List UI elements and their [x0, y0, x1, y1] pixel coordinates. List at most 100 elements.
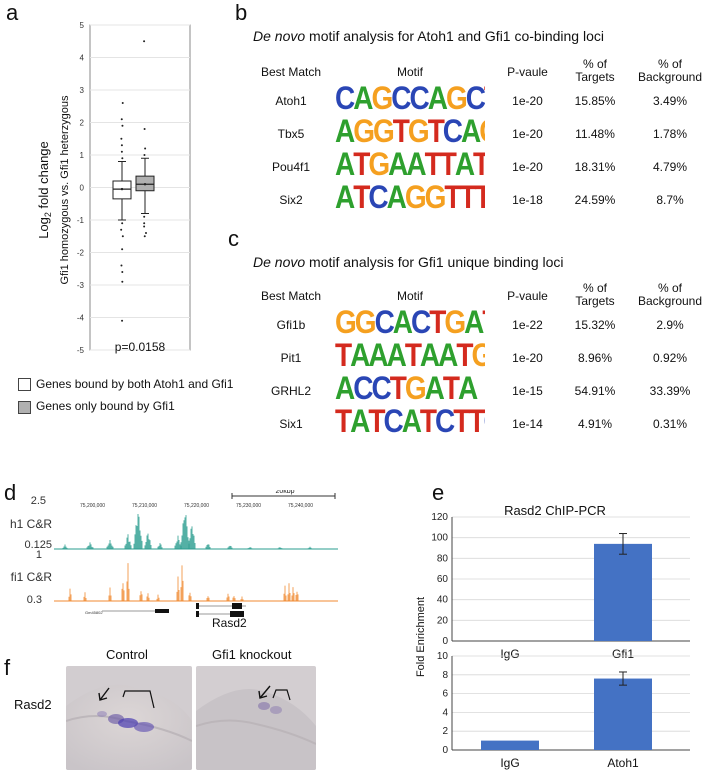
table-row: GRHL2 ACCTGATA 1e-15 54.91% 33.39%	[260, 376, 700, 406]
y-tick-label: -2	[77, 249, 85, 258]
header-targets: % of Targets	[565, 282, 625, 308]
motif-letter: T	[428, 113, 443, 150]
outlier-point	[121, 281, 123, 283]
best-match: Atoh1	[260, 94, 322, 108]
gfi1-min: 0.3	[27, 594, 42, 606]
pct-background: 3.49%	[635, 94, 705, 108]
motif-letter: A	[461, 113, 479, 150]
y-tick-label: 0	[442, 636, 448, 647]
motif-letter: T	[429, 304, 444, 341]
panel-b-title-italic: De novo	[253, 28, 305, 44]
motif-letter: T	[473, 146, 485, 183]
best-match: Pou4f1	[260, 160, 322, 174]
atoh1-max: 2.5	[31, 495, 46, 507]
motif-letter: C	[335, 80, 353, 117]
outlier-point	[121, 157, 123, 159]
gene-small-label: Gm45802	[85, 610, 103, 615]
gfi1-max: 1	[36, 549, 42, 561]
motif-letter: T	[425, 146, 440, 183]
header-best-match: Best Match	[260, 290, 322, 303]
y-tick-label: 20	[437, 615, 449, 626]
motif-letter: C	[368, 179, 386, 216]
table-row: Six2ATCAGGTTTC1e-1824.59%8.7%	[260, 185, 700, 215]
y-tick-label: -4	[77, 314, 85, 323]
motif-letter: A	[402, 403, 420, 440]
x-category-label: Atoh1	[607, 756, 639, 770]
ylabel-fold-enrichment: Fold Enrichment	[415, 597, 427, 677]
motif-letter: T	[475, 179, 485, 216]
motif-letter: T	[456, 337, 471, 374]
motif-letter: C	[383, 403, 401, 440]
motif-letter: C	[375, 304, 393, 341]
pvalue: 1e-20	[500, 127, 555, 141]
motif-letter: A	[368, 337, 386, 374]
legend: Genes bound by both Atoh1 and Gfi1 Genes…	[18, 377, 233, 414]
legend-item-gfi1: Genes only bound by Gfi1	[18, 399, 233, 413]
motif-letter: A	[387, 337, 405, 374]
legend-label-gfi1: Genes only bound by Gfi1	[36, 399, 175, 413]
outlier-point	[120, 138, 122, 140]
motif-letter: A	[350, 403, 368, 440]
table-row: Six1TATCATCTTCCC1e-144.91%0.31%	[260, 409, 700, 439]
motif-letter: T	[482, 304, 485, 341]
motif-letter: T	[335, 403, 350, 440]
pct-targets: 11.48%	[565, 127, 625, 141]
motif-letter: G	[405, 370, 425, 407]
pvalue: 1e-18	[500, 193, 555, 207]
boxplot-chart: -5-4-3-2-1012345 Log2 fold change Gfi1 h…	[20, 15, 220, 375]
y-tick-label: 4	[80, 54, 85, 63]
coord-4: 75,230,000	[236, 503, 261, 509]
scale-label: 20kbp	[275, 490, 294, 495]
motif-letter: T	[453, 403, 468, 440]
motif-letter: A	[458, 370, 476, 407]
mean-marker	[144, 183, 146, 185]
pct-targets: 54.91%	[565, 384, 625, 398]
x-category-label: IgG	[500, 647, 519, 661]
panel-b-table: Best Match Motif P-vaule % of Targets % o…	[260, 58, 700, 218]
motif-letter: T	[393, 113, 408, 150]
motif-logo: ATGAATTATTCA	[335, 146, 485, 183]
table-row: Gfi1bGGCACTGATT1e-2215.32%2.9%	[260, 310, 700, 340]
header-targets: % of Targets	[565, 58, 625, 84]
pvalue: 1e-22	[500, 318, 555, 332]
motif-logo: TAAATAATGCAT	[335, 337, 485, 374]
motif-letter: T	[484, 80, 485, 117]
motif-letter: T	[390, 370, 405, 407]
motif-letter: C	[411, 304, 429, 341]
pct-targets: 24.59%	[565, 193, 625, 207]
outlier-point	[143, 154, 145, 156]
genome-browser-tracks: 20kbp 75,200,000 75,210,000 75,220,000 7…	[10, 490, 340, 630]
motif-letter: A	[388, 146, 406, 183]
y-tick-label: 4	[442, 707, 448, 718]
header-pvalue: P-vaule	[500, 290, 555, 303]
outlier-point	[144, 128, 146, 130]
y-tick-label: 60	[437, 574, 449, 585]
y-tick-label: 3	[80, 86, 85, 95]
panel-c-title: De novo motif analysis for Gfi1 unique b…	[253, 254, 564, 270]
motif-letter: A	[455, 146, 473, 183]
pct-background: 4.79%	[635, 160, 705, 174]
pct-targets: 18.31%	[565, 160, 625, 174]
chip-pcr-title: Rasd2 ChIP-PCR	[504, 503, 606, 518]
table-row: Atoh1CAGCCAGCTGGC1e-2015.85%3.49%	[260, 86, 700, 116]
motif-letter: T	[335, 337, 350, 374]
legend-label-both: Genes bound by both Atoh1 and Gfi1	[36, 377, 233, 391]
motif-letter: A	[425, 370, 443, 407]
outlier-point	[145, 232, 147, 234]
label-knockout: Gfi1 knockout	[212, 647, 292, 662]
legend-swatch-gray	[18, 401, 31, 414]
y-tick-label: 8	[442, 670, 448, 681]
motif-letter: G	[446, 80, 466, 117]
best-match: Six1	[260, 417, 322, 431]
outlier-point	[120, 229, 122, 231]
motif-letter: G	[408, 113, 428, 150]
panel-b-title: De novo motif analysis for Atoh1 and Gfi…	[253, 28, 604, 44]
y-tick-label: 80	[437, 553, 449, 564]
gene-model-1-exon	[155, 609, 169, 613]
best-match: Gfi1b	[260, 318, 322, 332]
motif-letter: A	[406, 146, 424, 183]
outlier-point	[121, 222, 123, 224]
panel-letter-b: b	[235, 0, 247, 26]
motif-letter: G	[425, 179, 445, 216]
motif-letter: G	[355, 304, 375, 341]
